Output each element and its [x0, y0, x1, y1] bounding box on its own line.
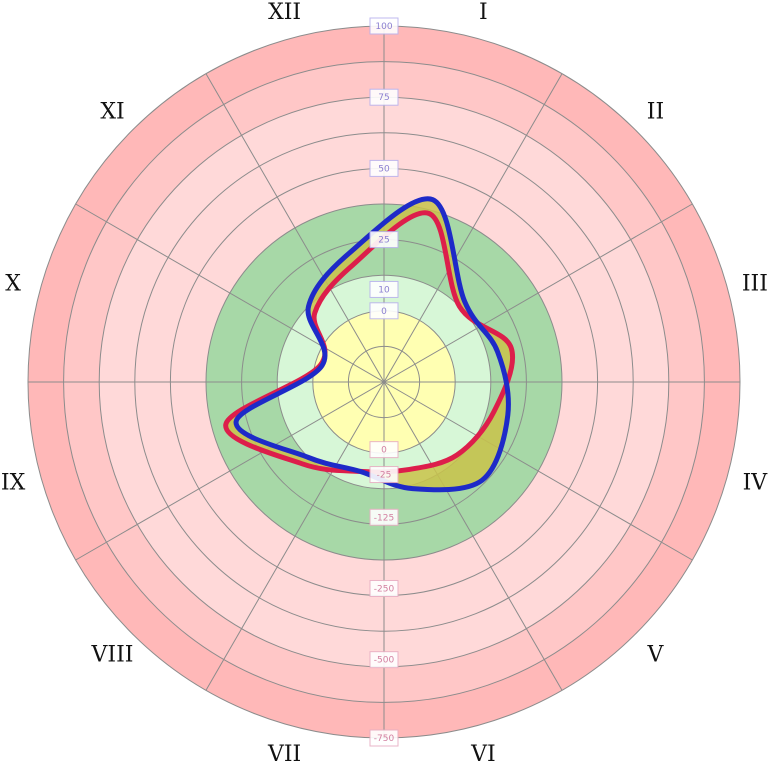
axis-label-I: I — [479, 0, 488, 25]
axis-label-VIII: VIII — [91, 643, 134, 668]
tick-label: 0 — [381, 307, 387, 317]
axis-label-V: V — [647, 643, 665, 668]
tick-label: 50 — [378, 164, 390, 174]
tick-label: -25 — [377, 471, 392, 481]
tick-box — [369, 17, 399, 35]
tick-box — [369, 302, 399, 320]
tick-box — [369, 88, 399, 106]
grid-spoke — [75, 381, 385, 561]
tick-label: -250 — [374, 584, 395, 594]
fill-between-series — [225, 198, 513, 490]
grid-spoke — [205, 381, 385, 691]
grid-spoke — [75, 203, 385, 383]
tick-label: 100 — [375, 22, 392, 32]
grid-spoke — [205, 73, 385, 383]
tick-box — [369, 729, 399, 747]
axis-label-II: II — [647, 100, 664, 125]
axis-label-XI: XI — [100, 100, 124, 125]
tick-box — [369, 651, 399, 669]
axis-label-X: X — [5, 272, 21, 297]
tick-box — [369, 231, 399, 249]
tick-label: 25 — [378, 236, 389, 246]
tick-label: 0 — [381, 446, 387, 456]
grid-spoke — [383, 73, 563, 383]
tick-label: -750 — [374, 734, 395, 744]
tick-label: -125 — [374, 513, 394, 523]
tick-box — [369, 508, 399, 526]
series-lines — [223, 196, 515, 493]
tick-box — [369, 441, 399, 459]
grid-spoke — [383, 381, 563, 691]
axis-label-III: III — [742, 272, 768, 297]
grid-spoke — [383, 203, 693, 383]
tick-label: 10 — [378, 285, 390, 295]
axis-label-VII: VII — [267, 742, 301, 767]
tick-box — [369, 159, 399, 177]
axis-label-XII: XII — [268, 0, 301, 25]
tick-box — [369, 280, 399, 298]
tick-box — [369, 466, 399, 484]
grid-spoke — [383, 381, 693, 561]
series-line-2 — [233, 196, 511, 493]
axis-label-IX: IX — [1, 470, 26, 495]
tick-label: -500 — [374, 656, 395, 666]
difference-area — [225, 198, 513, 490]
axis-label-IV: IV — [743, 470, 769, 495]
tick-box — [369, 579, 399, 597]
tick-label: 75 — [378, 93, 389, 103]
axis-label-VI: VI — [470, 742, 496, 767]
